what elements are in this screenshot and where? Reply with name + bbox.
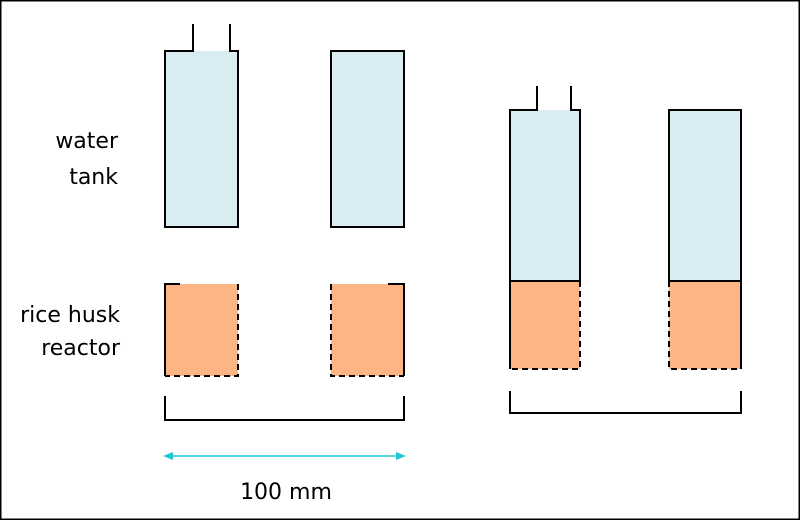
reactor-label-line2: reactor	[41, 336, 121, 361]
scale-label: 100 mm	[240, 480, 332, 505]
reactor-left-1	[164, 283, 239, 377]
reactor-left-2	[330, 283, 405, 377]
dimension-arrow-icon	[163, 452, 406, 460]
water-tank-label-line2: tank	[69, 165, 118, 190]
water-tank-left-2	[330, 50, 405, 228]
water-tank-left-1	[164, 24, 239, 228]
reactor-label-line1: rice husk	[20, 303, 120, 328]
base-bracket-left	[164, 396, 405, 421]
base-bracket-right	[509, 391, 742, 414]
assembled-column-2	[668, 109, 742, 370]
assembled-column-1	[509, 86, 581, 370]
water-tank-label-line1: water	[55, 129, 119, 154]
